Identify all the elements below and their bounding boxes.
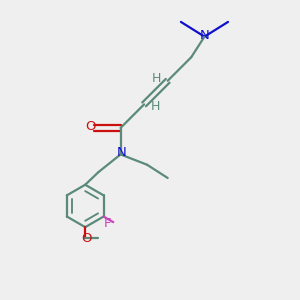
Text: O: O — [85, 120, 96, 133]
Text: H: H — [151, 100, 160, 113]
Text: H: H — [152, 72, 161, 85]
Text: N: N — [117, 146, 127, 159]
Text: F: F — [104, 217, 112, 230]
Text: N: N — [200, 29, 209, 42]
Text: O: O — [81, 232, 92, 245]
